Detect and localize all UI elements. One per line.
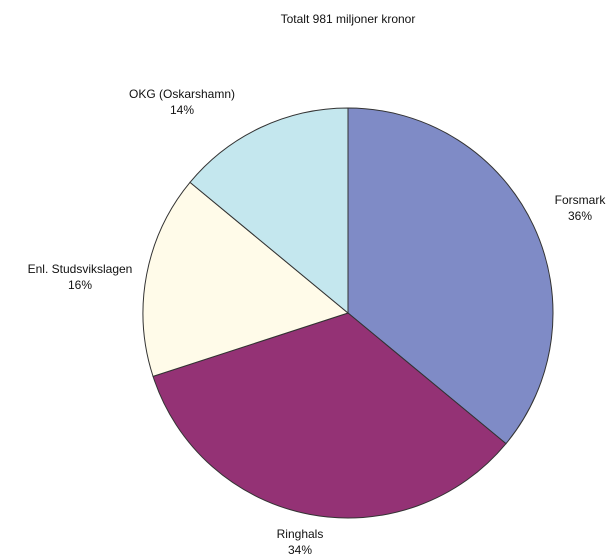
slice-label: OKG (Oskarshamn): [129, 87, 235, 101]
slice-value-label: 36%: [568, 209, 592, 223]
slice-value-label: 34%: [288, 543, 312, 557]
pie-slice: [152, 312, 507, 519]
pie-slice: [142, 181, 350, 377]
pie-slice: [189, 107, 349, 315]
slice-value-label: 14%: [170, 103, 194, 117]
slice-label: Enl. Studsvikslagen: [28, 262, 133, 276]
slice-label: Ringhals: [277, 527, 324, 541]
slice-value-label: 16%: [68, 278, 92, 292]
pie-slice: [347, 107, 554, 445]
slice-label: Forsmark: [555, 193, 606, 207]
chart-title: Totalt 981 miljoner kronor: [281, 12, 416, 26]
